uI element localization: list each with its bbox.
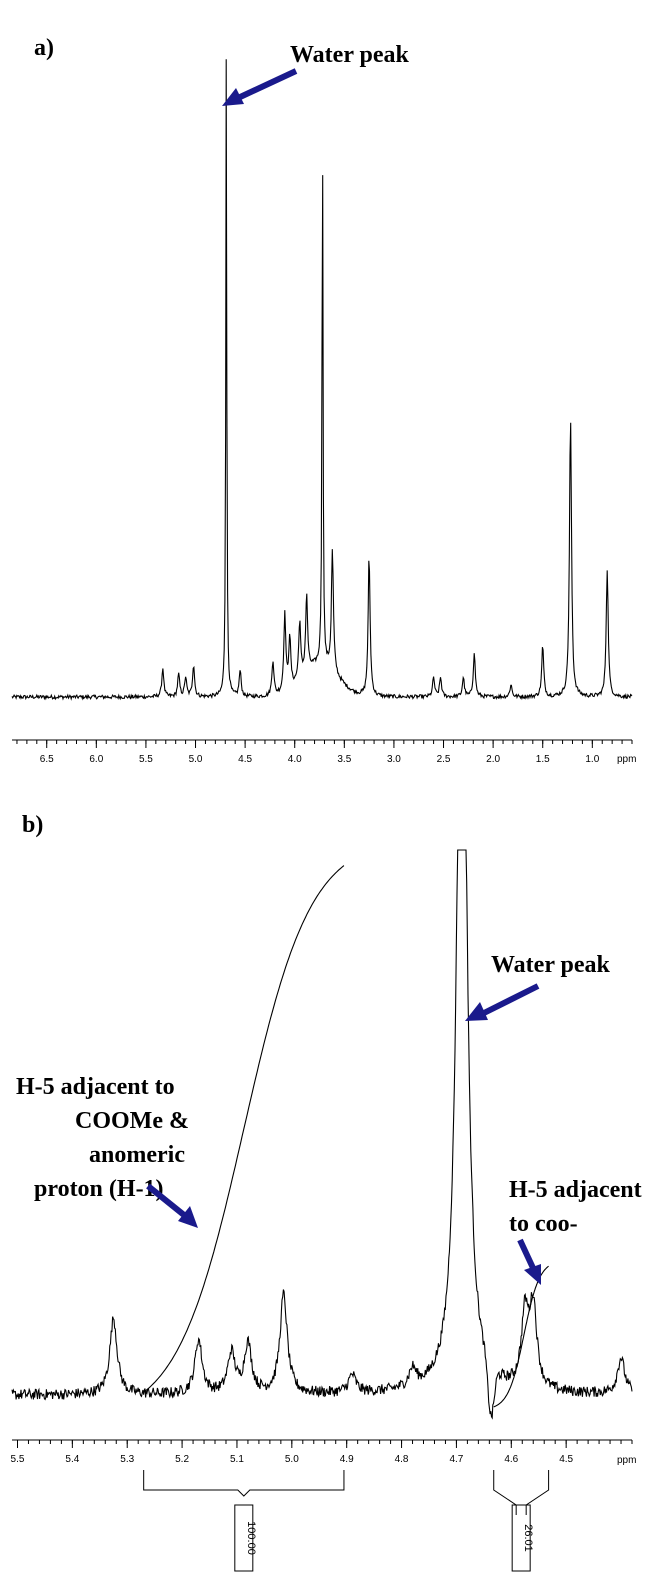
- x-tick-label: 4.5: [559, 1454, 573, 1465]
- integral-brackets: 100.00 26.01: [143, 1470, 550, 1572]
- x-tick-label: 5.1: [230, 1454, 244, 1465]
- panel-a-water-arrow: [236, 68, 298, 101]
- x-tick-label: 5.5: [11, 1454, 25, 1465]
- panel-b-spectrum: [11, 849, 633, 1420]
- h5-coo-label-line-1: H-5 adjacent: [509, 1177, 642, 1203]
- panel-a-xlabel: ppm: [617, 754, 636, 765]
- panel-a: a) 6.5 6.0 5.5 5.0 4.5 4.0 3.5 3.0 2.5 2.0 1.5 1.0 …: [11, 35, 636, 765]
- x-tick-label: 1.0: [585, 754, 599, 765]
- integral-bracket: [143, 1470, 345, 1497]
- panel-a-water-label: Water peak: [290, 42, 410, 68]
- h5-coome-arrowhead: [178, 1206, 198, 1228]
- h5-coome-label-line-2: COOMe &: [75, 1108, 189, 1134]
- integral-value: 26.01: [522, 1524, 534, 1552]
- panel-b-water-arrowhead: [465, 1002, 488, 1021]
- panel-b-water-arrow: [482, 983, 540, 1016]
- integral-value: 100.00: [245, 1521, 257, 1555]
- panel-b-x-axis: 5.5 5.4 5.3 5.2 5.1 5.0 4.9 4.8 4.7 4.6 4.5: [11, 1439, 633, 1465]
- h5-coome-label-line-1: H-5 adjacent to: [16, 1074, 175, 1100]
- x-tick-label: 5.0: [285, 1454, 299, 1465]
- x-tick-label: 3.5: [337, 754, 351, 765]
- panel-b-label: b): [22, 812, 43, 838]
- x-tick-label: 5.5: [139, 754, 153, 765]
- x-tick-label: 6.5: [40, 754, 54, 765]
- x-tick-label: 5.2: [175, 1454, 189, 1465]
- panel-a-water-arrowhead: [222, 88, 244, 106]
- x-tick-label: 4.0: [288, 754, 302, 765]
- x-tick-label: 5.0: [189, 754, 203, 765]
- h5-coome-label-line-4: proton (H-1): [34, 1176, 164, 1202]
- x-tick-label: 2.0: [486, 754, 500, 765]
- h5-coo-arrowhead: [524, 1264, 541, 1285]
- x-tick-label: 5.3: [120, 1454, 134, 1465]
- integral-curve-1: [143, 865, 345, 1393]
- h5-coo-arrow: [517, 1238, 536, 1270]
- x-tick-label: 3.0: [387, 754, 401, 765]
- panel-a-label: a): [34, 35, 54, 61]
- x-tick-label: 1.5: [536, 754, 550, 765]
- x-tick-label: 6.0: [89, 754, 103, 765]
- x-tick-label: 5.4: [65, 1454, 79, 1465]
- h5-coo-annotation: H-5 adjacent to coo-: [509, 1177, 642, 1285]
- x-tick-label: 4.7: [449, 1454, 463, 1465]
- x-tick-label: 4.6: [504, 1454, 518, 1465]
- panel-b-xlabel: ppm: [617, 1455, 636, 1466]
- h5-coome-label-line-3: anomeric: [89, 1142, 185, 1168]
- panel-b-water-label: Water peak: [491, 952, 611, 978]
- integral-value-box: [234, 1504, 254, 1572]
- x-tick-label: 4.8: [395, 1454, 409, 1465]
- panel-b: b) 5.5 5.4 5.3 5.2 5.1 5.0 4.9 4.8 4.7 4.6 4.5 ppm…: [11, 812, 642, 1572]
- panel-b-water-annotation: Water peak: [465, 952, 611, 1021]
- h5-coome-arrow: [146, 1183, 186, 1218]
- x-tick-label: 4.5: [238, 754, 252, 765]
- x-tick-label: 4.9: [340, 1454, 354, 1465]
- h5-coo-label-line-2: to coo-: [509, 1211, 578, 1237]
- h5-coome-annotation: H-5 adjacent to COOMe & anomeric proton …: [16, 1074, 198, 1228]
- integral-bracket: [493, 1470, 550, 1515]
- panel-a-water-annotation: Water peak: [222, 42, 410, 106]
- panel-a-spectrum: [11, 59, 633, 701]
- integral-value-box: [511, 1504, 531, 1572]
- panel-a-x-axis: 6.5 6.0 5.5 5.0 4.5 4.0 3.5 3.0 2.5 2.0 1.5 1.0: [12, 739, 633, 765]
- x-tick-label: 2.5: [437, 754, 451, 765]
